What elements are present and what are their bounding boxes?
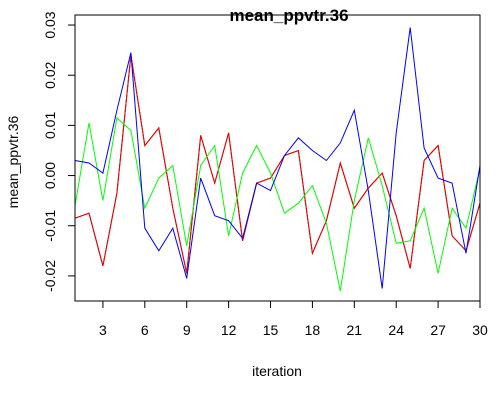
x-tick-label-6: 6 xyxy=(141,322,149,338)
y-tick-label-4: 0.02 xyxy=(42,61,58,88)
series-layer xyxy=(74,27,481,292)
x-tick-label-30: 30 xyxy=(472,322,488,338)
y-tick-label-5: 0.03 xyxy=(42,11,58,38)
x-axis: 3 6 9 12 15 18 21 24 27 30 xyxy=(99,301,488,338)
x-tick-label-24: 24 xyxy=(388,322,404,338)
x-tick-label-18: 18 xyxy=(305,322,321,338)
x-tick-label-12: 12 xyxy=(221,322,237,338)
series-line-2 xyxy=(74,55,481,274)
x-axis-label: iteration xyxy=(252,363,302,379)
y-tick-label-0: -0.02 xyxy=(42,260,58,292)
series-line-4 xyxy=(74,27,481,289)
x-tick-label-9: 9 xyxy=(183,322,191,338)
y-tick-label-1: -0.01 xyxy=(42,210,58,242)
x-tick-label-3: 3 xyxy=(99,322,107,338)
series-line-3 xyxy=(74,116,481,292)
y-tick-label-3: 0.01 xyxy=(42,112,58,139)
y-tick-label-2: 0.00 xyxy=(42,162,58,189)
x-tick-label-15: 15 xyxy=(263,322,279,338)
x-tick-label-21: 21 xyxy=(347,322,363,338)
x-tick-label-27: 27 xyxy=(430,322,446,338)
y-axis-label: mean_ppvtr.36 xyxy=(5,115,21,208)
plot-frame xyxy=(74,14,481,302)
y-axis: -0.02 -0.01 0.00 0.01 0.02 0.03 xyxy=(42,11,75,292)
